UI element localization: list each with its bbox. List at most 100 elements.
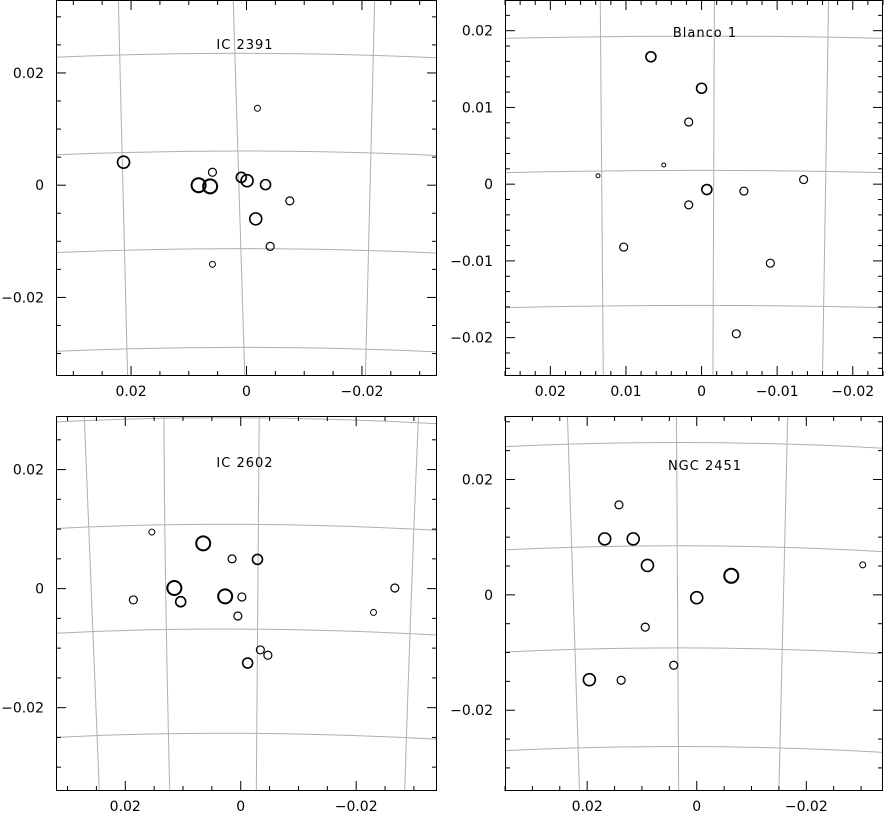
star-point [241, 657, 254, 669]
x-tick-label: 0 [236, 799, 245, 813]
star-point [240, 173, 254, 188]
plot-frame [505, 416, 883, 791]
coordinate-grid [56, 0, 437, 376]
star-point [390, 583, 400, 593]
y-tick-label: −0.02 [1, 701, 44, 717]
star-point [116, 155, 131, 169]
plot-frame [56, 0, 437, 376]
grid-parallel [56, 52, 437, 59]
panel-title: IC 2602 [216, 456, 273, 471]
star-point [614, 500, 624, 510]
grid-parallel [56, 248, 437, 254]
grid-parallel [505, 746, 883, 753]
x-tick-label: 0 [692, 799, 701, 813]
x-tick-label: 0.01 [610, 384, 641, 400]
star-point [640, 558, 655, 573]
star-point [765, 258, 775, 268]
coordinate-grid [505, 0, 883, 376]
star-point [582, 672, 597, 687]
coordinate-grid [56, 416, 437, 791]
star-point [174, 595, 187, 608]
grid-meridian [232, 0, 246, 376]
panel-title: IC 2391 [216, 38, 273, 53]
x-tick-label: 0 [242, 384, 251, 400]
star-point [208, 260, 216, 268]
grid-meridian [778, 416, 789, 791]
grid-meridian [163, 416, 171, 791]
star-point [233, 611, 243, 621]
x-tick-label: −0.01 [756, 384, 799, 400]
x-tick-label: 0.02 [535, 384, 566, 400]
grid-meridian [364, 0, 376, 376]
star-point [616, 675, 626, 685]
grid-parallel [56, 417, 437, 425]
x-tick-label: 0.02 [110, 799, 141, 813]
plot-frame [505, 0, 883, 376]
grid-meridian [675, 416, 680, 791]
x-tick-label: −0.02 [335, 799, 378, 813]
star-point [669, 660, 679, 670]
star-point [285, 196, 295, 206]
star-point [265, 241, 275, 251]
star-point [217, 588, 234, 605]
star-point [626, 532, 640, 546]
grid-parallel [505, 304, 883, 309]
star-point [166, 580, 183, 597]
y-tick-label: −0.01 [450, 254, 493, 270]
grid-meridian [712, 0, 715, 376]
y-tick-label: 0.02 [13, 66, 44, 82]
star-point [202, 178, 219, 195]
star-point [255, 645, 265, 655]
star-point [259, 178, 272, 191]
star-point [661, 162, 667, 168]
star-point [640, 622, 650, 632]
grid-parallel [505, 35, 883, 39]
grid-parallel [56, 523, 437, 531]
grid-parallel [505, 647, 883, 655]
panel-blanco-1: 0.02 0.01 0 −0.01 −0.02 0.02 0.01 0 −0.01 −0.02 Bl… [450, 0, 884, 400]
panel-title: NGC 2451 [668, 459, 742, 474]
star-point [619, 242, 629, 252]
grid-meridian [599, 0, 604, 376]
x-tick-label: −0.02 [341, 384, 384, 400]
grid-meridian [404, 416, 420, 791]
star-point [207, 167, 218, 177]
star-point [148, 528, 156, 536]
x-tick-label: 0 [697, 384, 706, 400]
y-tick-label: −0.02 [450, 703, 493, 719]
y-tick-label: 0 [484, 588, 493, 604]
star-point [237, 592, 247, 602]
star-point [248, 212, 263, 226]
grid-parallel [56, 346, 437, 353]
star-point [859, 561, 867, 569]
grid-meridian [566, 416, 581, 791]
star-point [731, 329, 741, 339]
star-point [253, 104, 261, 112]
star-point [595, 173, 601, 179]
y-tick-label: 0.02 [462, 472, 493, 488]
star-point [645, 50, 657, 63]
star-point [723, 567, 740, 584]
star-point [370, 608, 377, 616]
star-point [251, 553, 264, 566]
star-point [597, 532, 612, 546]
star-point [263, 650, 273, 660]
grid-meridian [117, 0, 129, 376]
x-tick-label: −0.02 [831, 384, 874, 400]
star-point [799, 174, 809, 185]
coordinate-grid [505, 416, 883, 791]
panel-ic-2602: 0.02 0 −0.02 0.02 0 −0.02 IC 2602 [1, 416, 437, 813]
star-point [739, 186, 749, 196]
y-tick-label: −0.02 [1, 290, 44, 306]
y-tick-label: 0 [35, 178, 44, 194]
grid-meridian [83, 416, 100, 791]
panel-title: Blanco 1 [673, 26, 737, 41]
plot-frame [56, 416, 437, 791]
x-tick-label: 0.02 [115, 384, 146, 400]
y-tick-label: 0.01 [462, 100, 493, 116]
y-tick-label: 0.02 [13, 463, 44, 479]
star-point [190, 177, 207, 194]
panel-ic-2391: 0.02 0 −0.02 0.02 0 −0.02 IC 2391 [1, 0, 437, 400]
star-point [689, 590, 704, 605]
